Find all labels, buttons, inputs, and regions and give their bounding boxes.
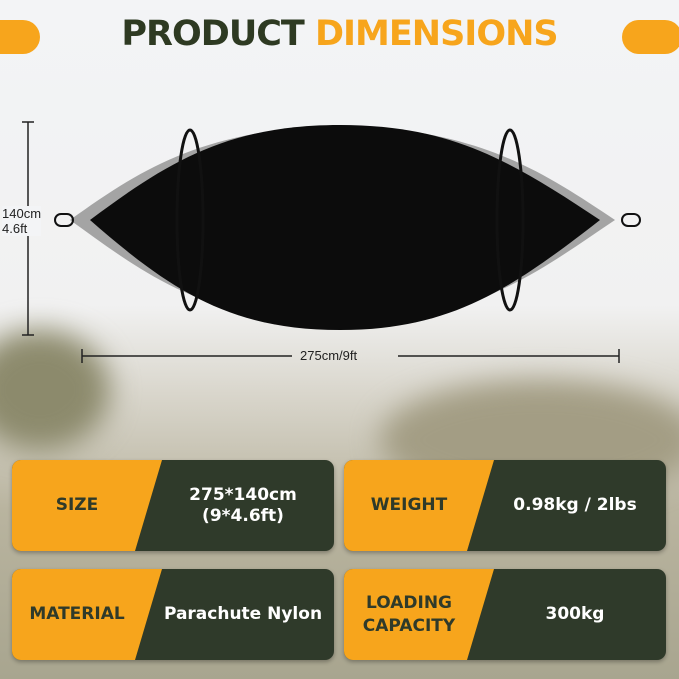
spec-card-material: MATERIAL Parachute Nylon bbox=[12, 569, 334, 660]
spec-card-weight: WEIGHT 0.98kg / 2lbs bbox=[344, 460, 666, 551]
label-line1: LOADING bbox=[366, 593, 452, 614]
length-label: 275cm/9ft bbox=[300, 348, 358, 363]
spec-label: WEIGHT bbox=[370, 495, 448, 516]
spec-label: MATERIAL bbox=[29, 604, 125, 625]
hammock-illustration bbox=[22, 121, 641, 363]
spec-label: SIZE bbox=[55, 495, 99, 516]
size-cm: 275*140cm bbox=[189, 485, 297, 506]
height-label: 140cm 4.6ft bbox=[2, 206, 42, 236]
spec-value: Parachute Nylon bbox=[163, 604, 323, 625]
page-title: PRODUCT DIMENSIONS bbox=[0, 14, 679, 54]
spec-label: LOADING CAPACITY bbox=[344, 569, 474, 660]
spec-value: 300kg bbox=[545, 604, 605, 625]
spec-card-capacity: LOADING CAPACITY 300kg bbox=[344, 569, 666, 660]
spec-value: 275*140cm (9*4.6ft) bbox=[152, 460, 334, 551]
title-part1: PRODUCT bbox=[121, 14, 304, 54]
label-bg bbox=[344, 569, 494, 660]
decor-pill-left bbox=[0, 20, 40, 54]
title-part2: DIMENSIONS bbox=[314, 14, 559, 54]
spec-value: 0.98kg / 2lbs bbox=[513, 495, 637, 516]
size-ft: (9*4.6ft) bbox=[202, 505, 284, 526]
label-bg bbox=[12, 460, 162, 551]
spec-card-size: SIZE 275*140cm (9*4.6ft) bbox=[12, 460, 334, 551]
label-bg bbox=[12, 569, 162, 660]
decor-pill-right bbox=[622, 20, 679, 54]
height-ft: 4.6ft bbox=[2, 221, 28, 236]
background-foliage bbox=[0, 330, 110, 450]
height-cm: 140cm bbox=[2, 206, 42, 221]
label-bg bbox=[344, 460, 494, 551]
label-line2: CAPACITY bbox=[362, 615, 456, 636]
